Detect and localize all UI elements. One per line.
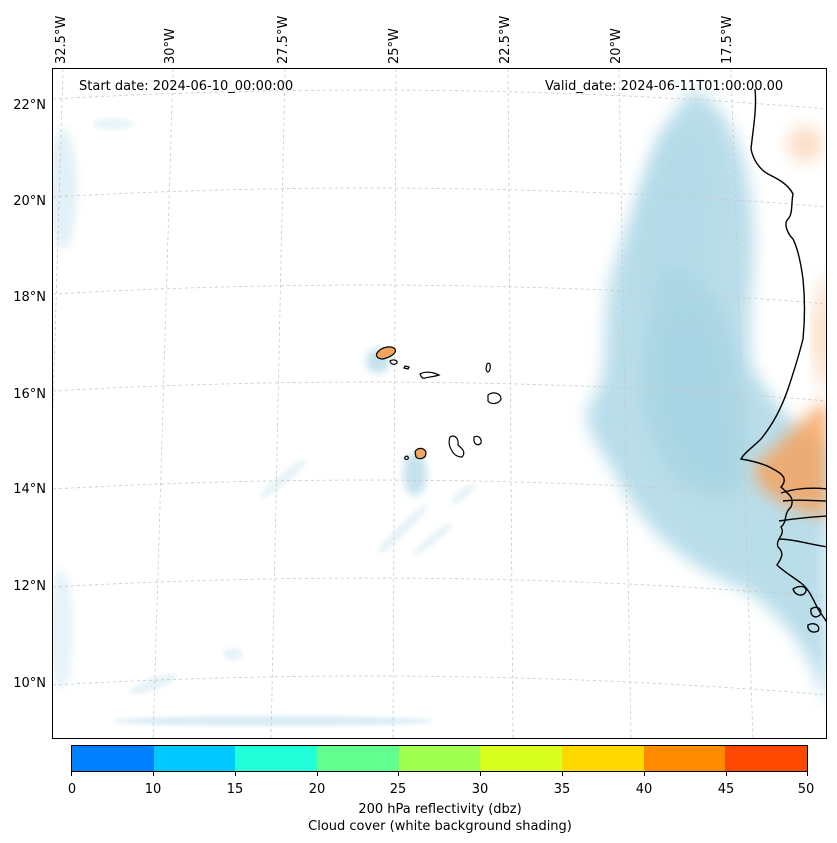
colorbar-tickmark <box>480 772 481 776</box>
colorbar-segment-35-40 <box>562 746 644 771</box>
lat-label-12n: 12°N <box>13 579 46 594</box>
colorbar-segment-10-15 <box>153 746 236 771</box>
lon-label-25w: 25°W <box>387 28 402 64</box>
cloud-streak-2 <box>378 504 428 554</box>
colorbar-tick-40: 40 <box>635 782 653 797</box>
island-santa-luzia <box>403 365 410 370</box>
colorbar-segment-40-45 <box>643 746 726 771</box>
cloud-patch-sw <box>223 648 243 660</box>
lon-label-22-5w: 22.5°W <box>498 15 513 64</box>
colorbar-tick-0: 0 <box>67 782 77 797</box>
lon-grid-27-5w <box>270 69 286 738</box>
colorbar-tickmark <box>235 772 236 776</box>
cloud-streak-4 <box>451 483 475 505</box>
colorbar-tickmark <box>317 772 318 776</box>
lon-grid-17-5w <box>730 69 754 738</box>
cloud-streak-3 <box>413 522 453 556</box>
reflectivity-contours <box>754 126 826 519</box>
colorbar-tick-35: 35 <box>553 782 571 797</box>
island-sal <box>485 362 491 373</box>
cloud-patch-ne <box>636 129 714 319</box>
cloud-left-edge <box>53 129 77 249</box>
colorbar-tick-45: 45 <box>717 782 735 797</box>
cloud-near-islands-2 <box>403 452 427 496</box>
colorbar-tickmark <box>562 772 563 776</box>
colorbar-tick-20: 20 <box>308 782 326 797</box>
start-date-label: Start date: 2024-06-10_00:00:00 <box>79 79 294 94</box>
colorbar-tick-50: 50 <box>797 782 815 797</box>
island-brava <box>404 455 409 460</box>
lon-grid-20w <box>618 69 632 738</box>
coastline-islands-bissau-3 <box>807 623 820 633</box>
colorbar-tickmark <box>153 772 154 776</box>
cloud-left-edge-2 <box>53 569 73 689</box>
cloud-streak-1 <box>259 459 307 499</box>
island-sao-nicolau <box>419 371 441 379</box>
lat-label-20n: 20°N <box>13 194 46 209</box>
lon-label-17-5w: 17.5°W <box>720 15 735 64</box>
colorbar-label-line1: 200 hPa reflectivity (dbz) <box>358 802 522 817</box>
colorbar-tickmark <box>644 772 645 776</box>
coastline-gambia-south <box>782 499 826 502</box>
island-sao-vicente <box>389 359 398 365</box>
coastline-islands-bissau <box>792 585 807 596</box>
lat-grid-12n <box>53 577 826 598</box>
lon-label-20w: 20°W <box>609 28 624 64</box>
coastline-main <box>740 88 826 623</box>
colorbar-tick-30: 30 <box>471 782 489 797</box>
coastline-islands-bissau-2 <box>810 606 822 618</box>
cloud-patch-s <box>129 673 177 695</box>
cape-verde-islands <box>375 346 502 460</box>
colorbar-label-line2: Cloud cover (white background shading) <box>308 819 572 834</box>
colorbar-tick-25: 25 <box>389 782 407 797</box>
lat-label-10n: 10°N <box>13 676 46 691</box>
west-africa-coastline <box>740 88 826 633</box>
lat-label-22n: 22°N <box>13 98 46 113</box>
cloud-patch-nw <box>93 118 133 130</box>
lat-label-18n: 18°N <box>13 290 46 305</box>
island-boa-vista <box>487 392 502 405</box>
lon-grid-25w <box>392 69 397 738</box>
map-canvas <box>53 69 826 738</box>
gridlines <box>53 69 826 738</box>
colorbar-segment-0-10 <box>72 746 154 771</box>
island-santo-antao <box>375 346 396 360</box>
island-maio <box>473 435 482 446</box>
colorbar-tickmark <box>807 772 808 776</box>
lon-label-32-5w: 32.5°W <box>54 15 69 64</box>
lon-label-30w: 30°W <box>163 28 178 64</box>
colorbar-tick-10: 10 <box>144 782 162 797</box>
lon-grid-22-5w <box>507 69 514 738</box>
cloud-cover-shading <box>53 89 826 726</box>
colorbar-tick-15: 15 <box>226 782 244 797</box>
colorbar <box>71 745 808 772</box>
reflectivity-coast-north <box>813 273 826 389</box>
cloud-band-south <box>113 716 433 726</box>
lat-label-16n: 16°N <box>13 387 46 402</box>
island-fogo <box>414 447 427 460</box>
coastline-guinea-bissau <box>778 538 826 548</box>
cloud-core-east <box>642 267 748 497</box>
colorbar-segment-45-50 <box>725 746 808 771</box>
colorbar-segment-20-25 <box>317 746 399 771</box>
map-panel: Start date: 2024-06-10_00:00:00 Valid_da… <box>52 68 827 739</box>
colorbar-segment-25-30 <box>398 746 481 771</box>
lon-grid-30w <box>152 69 174 738</box>
coastline-casamance <box>778 515 826 522</box>
colorbar-segment-30-35 <box>480 746 563 771</box>
island-santiago <box>448 435 465 458</box>
reflectivity-mauritania <box>787 126 823 162</box>
lon-label-27-5w: 27.5°W <box>276 15 291 64</box>
coastline-gambia <box>780 487 826 494</box>
colorbar-tickmark <box>71 772 72 776</box>
lat-label-14n: 14°N <box>13 482 46 497</box>
colorbar-segment-15-20 <box>235 746 318 771</box>
valid-date-label: Valid_date: 2024-06-11T01:00:00.00 <box>545 79 784 94</box>
colorbar-tickmark <box>398 772 399 776</box>
colorbar-tickmark <box>726 772 727 776</box>
